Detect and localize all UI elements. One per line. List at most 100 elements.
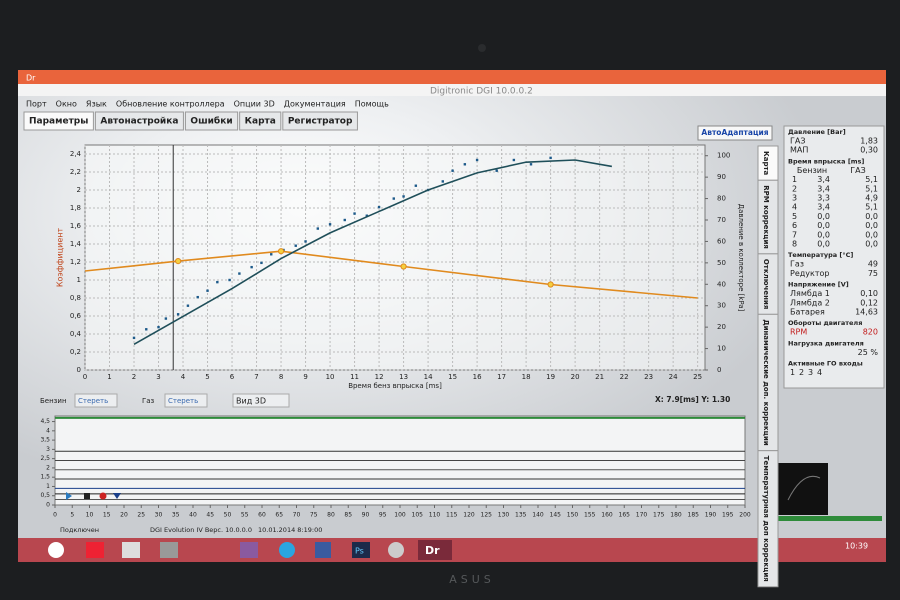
x-tick-label: 15 xyxy=(103,512,111,519)
y-tick-label: 1,4 xyxy=(70,240,82,248)
x-tick-label: 1 xyxy=(107,373,111,381)
side-tab-label: Отключения xyxy=(762,259,770,309)
menu-item[interactable]: Обновление контроллера xyxy=(116,100,225,109)
x-tick-label: 0 xyxy=(83,373,87,381)
y-tick-label: 0,5 xyxy=(40,492,50,499)
x-tick-label: 165 xyxy=(619,512,631,519)
x-tick-label: 130 xyxy=(498,512,510,519)
tab[interactable] xyxy=(184,111,239,131)
menu-item[interactable]: Документация xyxy=(284,100,346,109)
menu-item[interactable]: Язык xyxy=(86,100,107,109)
x-tick-label: 175 xyxy=(653,512,665,519)
menu-item[interactable]: Порт xyxy=(26,100,47,109)
menu-item[interactable]: Помощь xyxy=(355,100,389,109)
y-tick-label: 3 xyxy=(46,446,50,453)
mail-icon[interactable] xyxy=(240,542,258,558)
x-tick-label: 8 xyxy=(279,373,283,381)
y-tick-label: 0 xyxy=(46,502,50,509)
scatter-point xyxy=(495,169,498,172)
panel-value: 14,63 xyxy=(855,308,878,317)
panel-value: 820 xyxy=(863,328,878,337)
skype-icon[interactable] xyxy=(279,542,295,558)
scatter-point xyxy=(414,184,418,187)
panel-value: Батарея xyxy=(790,308,825,317)
scatter-point xyxy=(304,240,307,243)
yandex-icon[interactable] xyxy=(86,542,104,558)
start-button[interactable] xyxy=(48,542,64,558)
y-tick-label: 3,5 xyxy=(40,437,50,444)
x-tick-label: 0 xyxy=(53,512,57,519)
tab[interactable] xyxy=(282,111,358,131)
panel-value: RPM xyxy=(790,328,807,337)
side-tab-label: Температурная доп коррекция xyxy=(762,456,770,582)
explorer-icon[interactable] xyxy=(122,542,140,558)
x-tick-label: 7 xyxy=(254,373,258,381)
x-tick-label: 13 xyxy=(399,373,408,381)
panel-section-title: Давление [Bar] xyxy=(788,128,846,136)
play-button[interactable] xyxy=(66,492,72,500)
scatter-point xyxy=(451,169,454,172)
x-tick-label: 190 xyxy=(705,512,717,519)
panel-section-title: Обороты двигателя xyxy=(788,319,862,327)
panel-value: 25 % xyxy=(858,348,879,357)
panel-value: Газ xyxy=(790,260,804,269)
scatter-point xyxy=(549,156,552,160)
save-log-button[interactable] xyxy=(113,493,121,499)
scatter-point xyxy=(164,317,168,320)
y-tick-label: 4 xyxy=(46,427,50,434)
x-tick-label: 35 xyxy=(172,512,180,519)
panel-value: 3,3 xyxy=(817,194,830,203)
tab[interactable] xyxy=(239,111,282,131)
x-tick-label: 200 xyxy=(739,512,751,519)
chrome-icon[interactable] xyxy=(388,542,404,558)
x-tick-label: 100 xyxy=(394,512,406,519)
x-tick-label: 25 xyxy=(693,373,702,381)
media-icon[interactable] xyxy=(160,542,178,558)
clear-petrol-label: Стереть xyxy=(78,397,108,405)
y-tick-label: 4,5 xyxy=(40,418,50,425)
photoshop-icon[interactable] xyxy=(352,542,370,558)
scatter-point xyxy=(216,280,219,284)
x-tick-label: 140 xyxy=(532,512,544,519)
save-icon[interactable] xyxy=(315,542,331,558)
x-tick-label: 110 xyxy=(429,512,441,519)
window-frame xyxy=(18,70,886,84)
y-tick-label: 1,2 xyxy=(70,258,81,266)
panel-value: 1 xyxy=(790,368,795,377)
tab[interactable] xyxy=(23,111,94,131)
y2-axis-label: Давление в коллекторе [kPa] xyxy=(737,204,745,312)
panel-value: 7 xyxy=(792,230,797,239)
app-task[interactable] xyxy=(418,540,452,560)
panel-value: 3,4 xyxy=(817,184,830,193)
panel-value: 4 xyxy=(792,203,797,212)
panel-value: Лямбда 1 xyxy=(790,289,830,298)
y-tick-label: 1 xyxy=(77,276,81,284)
scatter-point xyxy=(441,180,444,183)
scatter-point xyxy=(512,158,516,162)
tab[interactable] xyxy=(94,111,184,131)
record-button[interactable] xyxy=(99,492,107,500)
x-tick-label: 24 xyxy=(669,373,678,381)
stop-button[interactable] xyxy=(84,493,90,499)
curve-marker xyxy=(277,248,285,255)
brand-badge xyxy=(778,463,828,515)
auto-adapt-button[interactable] xyxy=(697,125,773,141)
panel-section-title: Напряжение [V] xyxy=(788,281,849,289)
menu-item[interactable]: Опции 3D xyxy=(234,100,275,109)
button[interactable] xyxy=(232,393,290,408)
button[interactable] xyxy=(74,393,118,408)
panel-value: 5 xyxy=(792,212,797,221)
x-tick-label: 25 xyxy=(137,512,145,519)
menu-item[interactable]: Окно xyxy=(56,100,77,109)
scatter-point xyxy=(228,278,231,282)
brand-logo: ASUS xyxy=(449,573,495,586)
curve xyxy=(133,159,613,345)
button[interactable] xyxy=(164,393,208,408)
panel-value: 5,1 xyxy=(865,203,878,212)
scatter-point xyxy=(206,289,209,292)
cursor-readout: X: 7.9[ms] Y: 1.30 xyxy=(655,395,730,404)
side-tab[interactable] xyxy=(757,450,779,588)
y2-tick-label: 70 xyxy=(717,216,726,224)
